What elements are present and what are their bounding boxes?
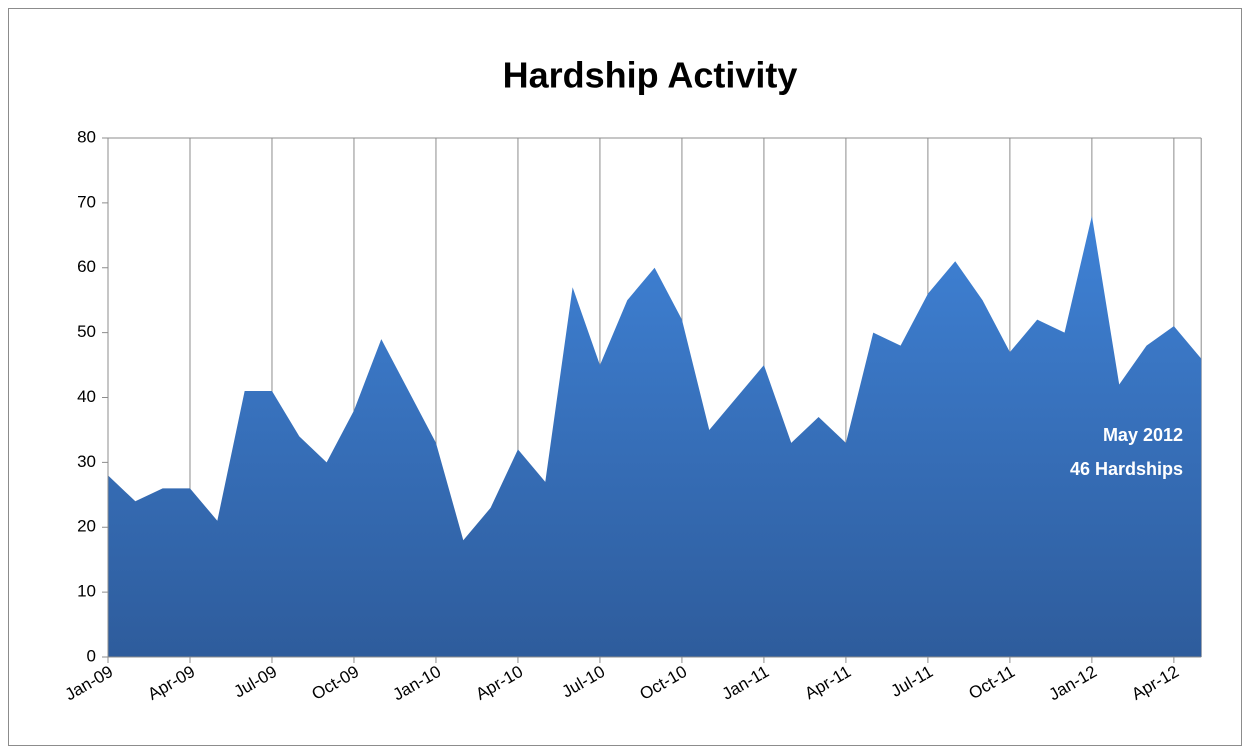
y-tick-label: 60 bbox=[77, 257, 96, 276]
chart-title: Hardship Activity bbox=[503, 55, 798, 96]
y-tick-label: 20 bbox=[77, 517, 96, 536]
y-tick-label: 80 bbox=[77, 127, 96, 146]
y-tick-label: 0 bbox=[87, 646, 96, 665]
y-tick-label: 40 bbox=[77, 387, 96, 406]
annotation: May 2012 bbox=[1103, 425, 1183, 445]
y-tick-label: 70 bbox=[77, 192, 96, 211]
area bbox=[108, 215, 1202, 657]
annotation: 46 Hardships bbox=[1070, 459, 1183, 479]
y-tick-label: 10 bbox=[77, 582, 96, 601]
y-tick-label: 30 bbox=[77, 452, 96, 471]
y-tick-label: 50 bbox=[77, 322, 96, 341]
